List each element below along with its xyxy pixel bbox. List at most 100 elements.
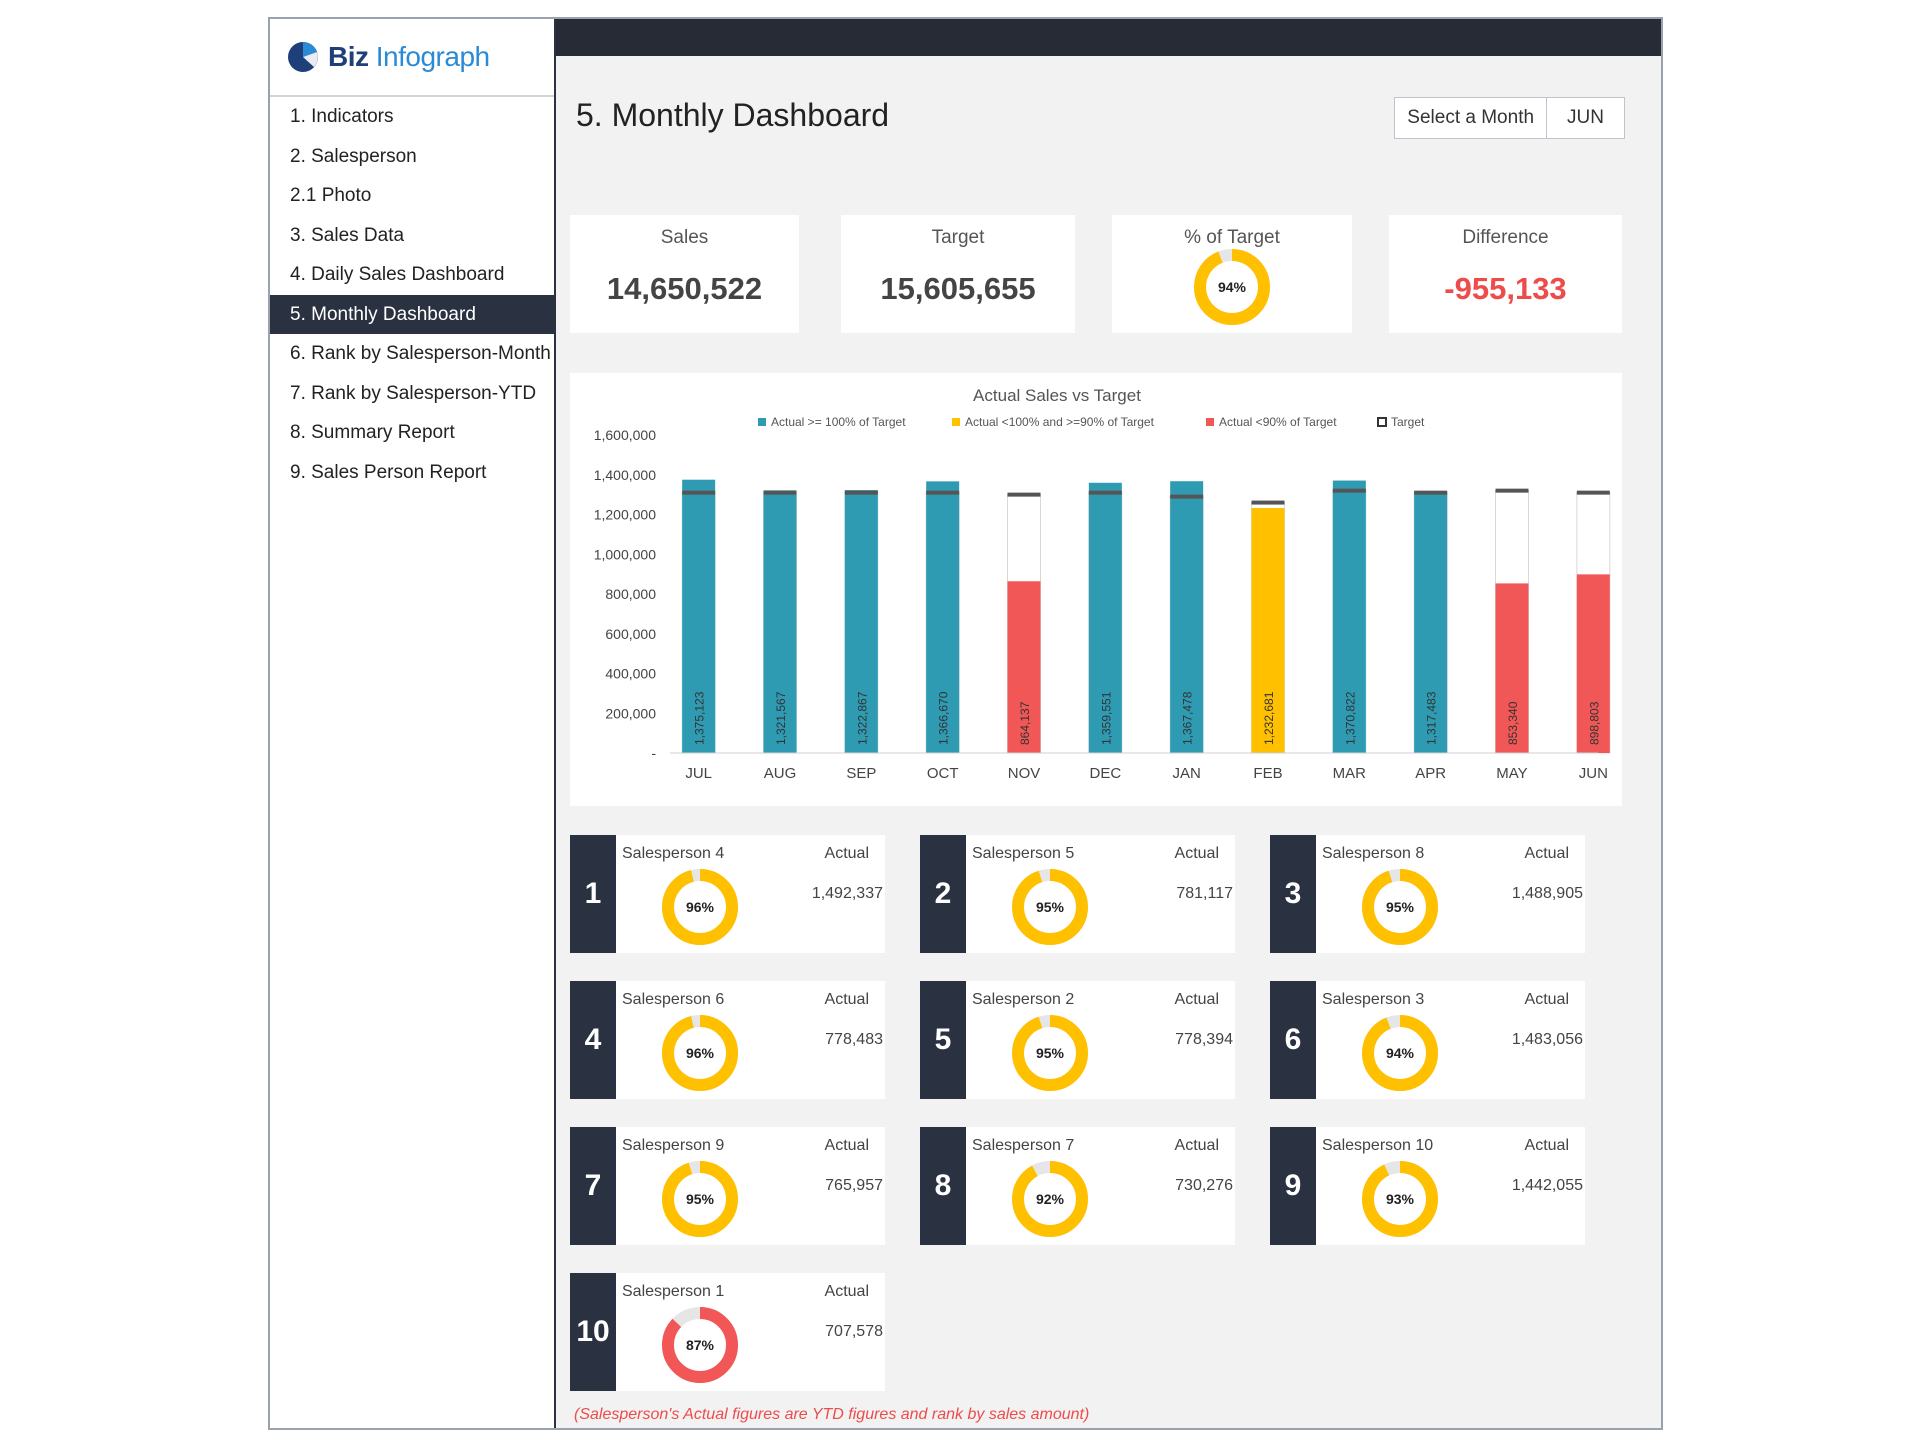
salesperson-pct: 87% [686,1337,715,1353]
bar-data-label: 853,340 [1506,701,1520,745]
bar-data-label: 1,366,670 [937,691,951,745]
salesperson-donut-arc [1012,869,1088,945]
salesperson-card: 1 Salesperson 4 Actual 1,492,337 96% [570,835,885,953]
salesperson-donut-arc [662,1015,738,1091]
kpi-sales-label: Sales [660,227,709,248]
salesperson-card: 4 Salesperson 6 Actual 778,483 96% [570,981,885,1099]
x-tick-label: DEC [1089,765,1121,782]
kpi-pct-donut-arc [1194,249,1270,325]
kpi-pct-label: % of Target [1184,227,1280,248]
x-tick-label: OCT [927,765,959,782]
month-select-value[interactable]: JUN [1567,107,1604,128]
y-axis: - 200,000 400,000 600,000 800,000 1,000,000 1,… [594,427,657,761]
sales-vs-target-chart: Actual Sales vs Target Actual >= 100% of… [594,386,1611,782]
salesperson-donut-arc [1362,869,1438,945]
legend-entry: Actual <90% of Target [1219,415,1337,429]
actual-bar [1332,480,1366,753]
salesperson-pct: 95% [1036,899,1065,915]
x-tick-label: JUL [685,765,712,782]
kpi-target-label: Target [931,227,985,248]
bar-data-label: 1,322,867 [855,691,869,745]
actual-bar [1170,481,1204,753]
nav-item-sales-person-report[interactable]: 9. Sales Person Report [290,461,487,483]
bar-data-label: 1,321,567 [774,691,788,745]
actual-label: Actual [824,845,869,862]
nav-item-monthly-dashboard[interactable]: 5. Monthly Dashboard [270,294,554,334]
actual-bar [1495,583,1529,753]
salesperson-card: 8 Salesperson 7 Actual 730,276 92% [920,1127,1235,1245]
salesperson-name: Salesperson 1 [622,1283,725,1300]
nav-menu: 1. Indicators 2. Salesperson 2.1 Photo 3… [270,97,554,492]
kpi-pct-value: 94% [1218,279,1247,295]
nav-item-sales-data[interactable]: 3. Sales Data [290,224,405,246]
target-marker [682,490,716,495]
nav-item-salesperson[interactable]: 2. Salesperson [290,145,417,167]
salesperson-name: Salesperson 4 [622,845,725,862]
actual-value: 765,957 [825,1177,883,1194]
actual-value: 707,578 [825,1323,883,1340]
actual-value: 778,394 [1175,1031,1233,1048]
target-marker [1170,494,1204,499]
rank-badge: 4 [570,981,616,1099]
target-marker [1495,488,1529,493]
salesperson-donut-arc [662,1161,738,1237]
salesperson-name: Salesperson 10 [1322,1137,1434,1154]
legend-swatch-target [1377,417,1387,427]
nav-item-indicators[interactable]: 1. Indicators [290,106,394,127]
x-tick-label: SEP [846,765,876,782]
salesperson-pct: 95% [1386,899,1415,915]
x-tick-label: APR [1415,765,1446,782]
y-tick-label: 1,000,000 [594,546,656,562]
salesperson-pct: 96% [686,899,715,915]
bar-data-label: 898,803 [1587,701,1601,745]
nav-item-photo[interactable]: 2.1 Photo [290,185,372,206]
salesperson-card: 5 Salesperson 2 Actual 778,394 95% [920,981,1235,1099]
nav-item-rank-salesperson-month[interactable]: 6. Rank by Salesperson-Month [290,343,551,364]
salesperson-donut-arc [1012,1161,1088,1237]
salesperson-card: 6 Salesperson 3 Actual 1,483,056 94% [1270,981,1585,1099]
salesperson-donut: 95% [1362,869,1438,945]
target-marker [1088,490,1122,495]
chart-panel: Actual Sales vs Target Actual >= 100% of… [570,373,1622,806]
actual-label: Actual [1174,1137,1219,1154]
bar-data-label: 1,317,483 [1425,691,1439,745]
legend-entry: Actual >= 100% of Target [771,415,906,429]
actual-bar [1576,574,1610,753]
kpi-difference: Difference -955,133 [1389,215,1622,333]
x-tick-label: AUG [764,765,797,782]
x-axis: JUL AUG SEP OCT NOV DEC JAN FEB MAR APR MAY JUN [670,752,1608,782]
actual-label: Actual [824,1137,869,1154]
rank-badge: 7 [570,1127,616,1245]
chart-bars: 1,375,123 1,321,567 1,322,867 1,366,670 864,… [681,479,1611,754]
bar-data-label: 864,137 [1018,701,1032,745]
actual-value: 730,276 [1175,1177,1233,1194]
salesperson-name: Salesperson 6 [622,991,725,1008]
salesperson-pct: 96% [686,1045,715,1061]
actual-value: 781,117 [1176,885,1233,902]
page-title: 5. Monthly Dashboard [576,97,890,133]
bar-data-label: 1,375,123 [693,691,707,745]
salesperson-donut-arc [1362,1015,1438,1091]
salesperson-card: 9 Salesperson 10 Actual 1,442,055 93% [1270,1127,1585,1245]
salesperson-pct: 93% [1386,1191,1415,1207]
salesperson-card: 7 Salesperson 9 Actual 765,957 95% [570,1127,885,1245]
logo-product: Infograph [375,41,490,72]
y-tick-label: 600,000 [605,626,656,642]
chart-title: Actual Sales vs Target [973,386,1141,405]
rank-badge: 6 [1270,981,1316,1099]
rank-badge: 9 [1270,1127,1316,1245]
y-tick-label: 1,400,000 [594,467,656,483]
rank-badge: 3 [1270,835,1316,953]
pie-logo-icon [288,42,318,72]
actual-value: 1,483,056 [1511,1031,1583,1048]
sidebar: Biz Infograph 1. Indicators 2. Salespers… [270,19,556,1428]
nav-item-rank-salesperson-ytd[interactable]: 7. Rank by Salesperson-YTD [290,382,537,404]
x-tick-label: FEB [1253,765,1282,782]
actual-label: Actual [1174,845,1219,862]
nav-item-summary-report[interactable]: 8. Summary Report [290,422,455,443]
nav-item-daily-sales-dashboard[interactable]: 4. Daily Sales Dashboard [290,264,505,285]
actual-label: Actual [1524,991,1569,1008]
y-tick-label: - [651,745,656,761]
salesperson-card: 2 Salesperson 5 Actual 781,117 95% [920,835,1235,953]
actual-bar [1414,491,1448,753]
